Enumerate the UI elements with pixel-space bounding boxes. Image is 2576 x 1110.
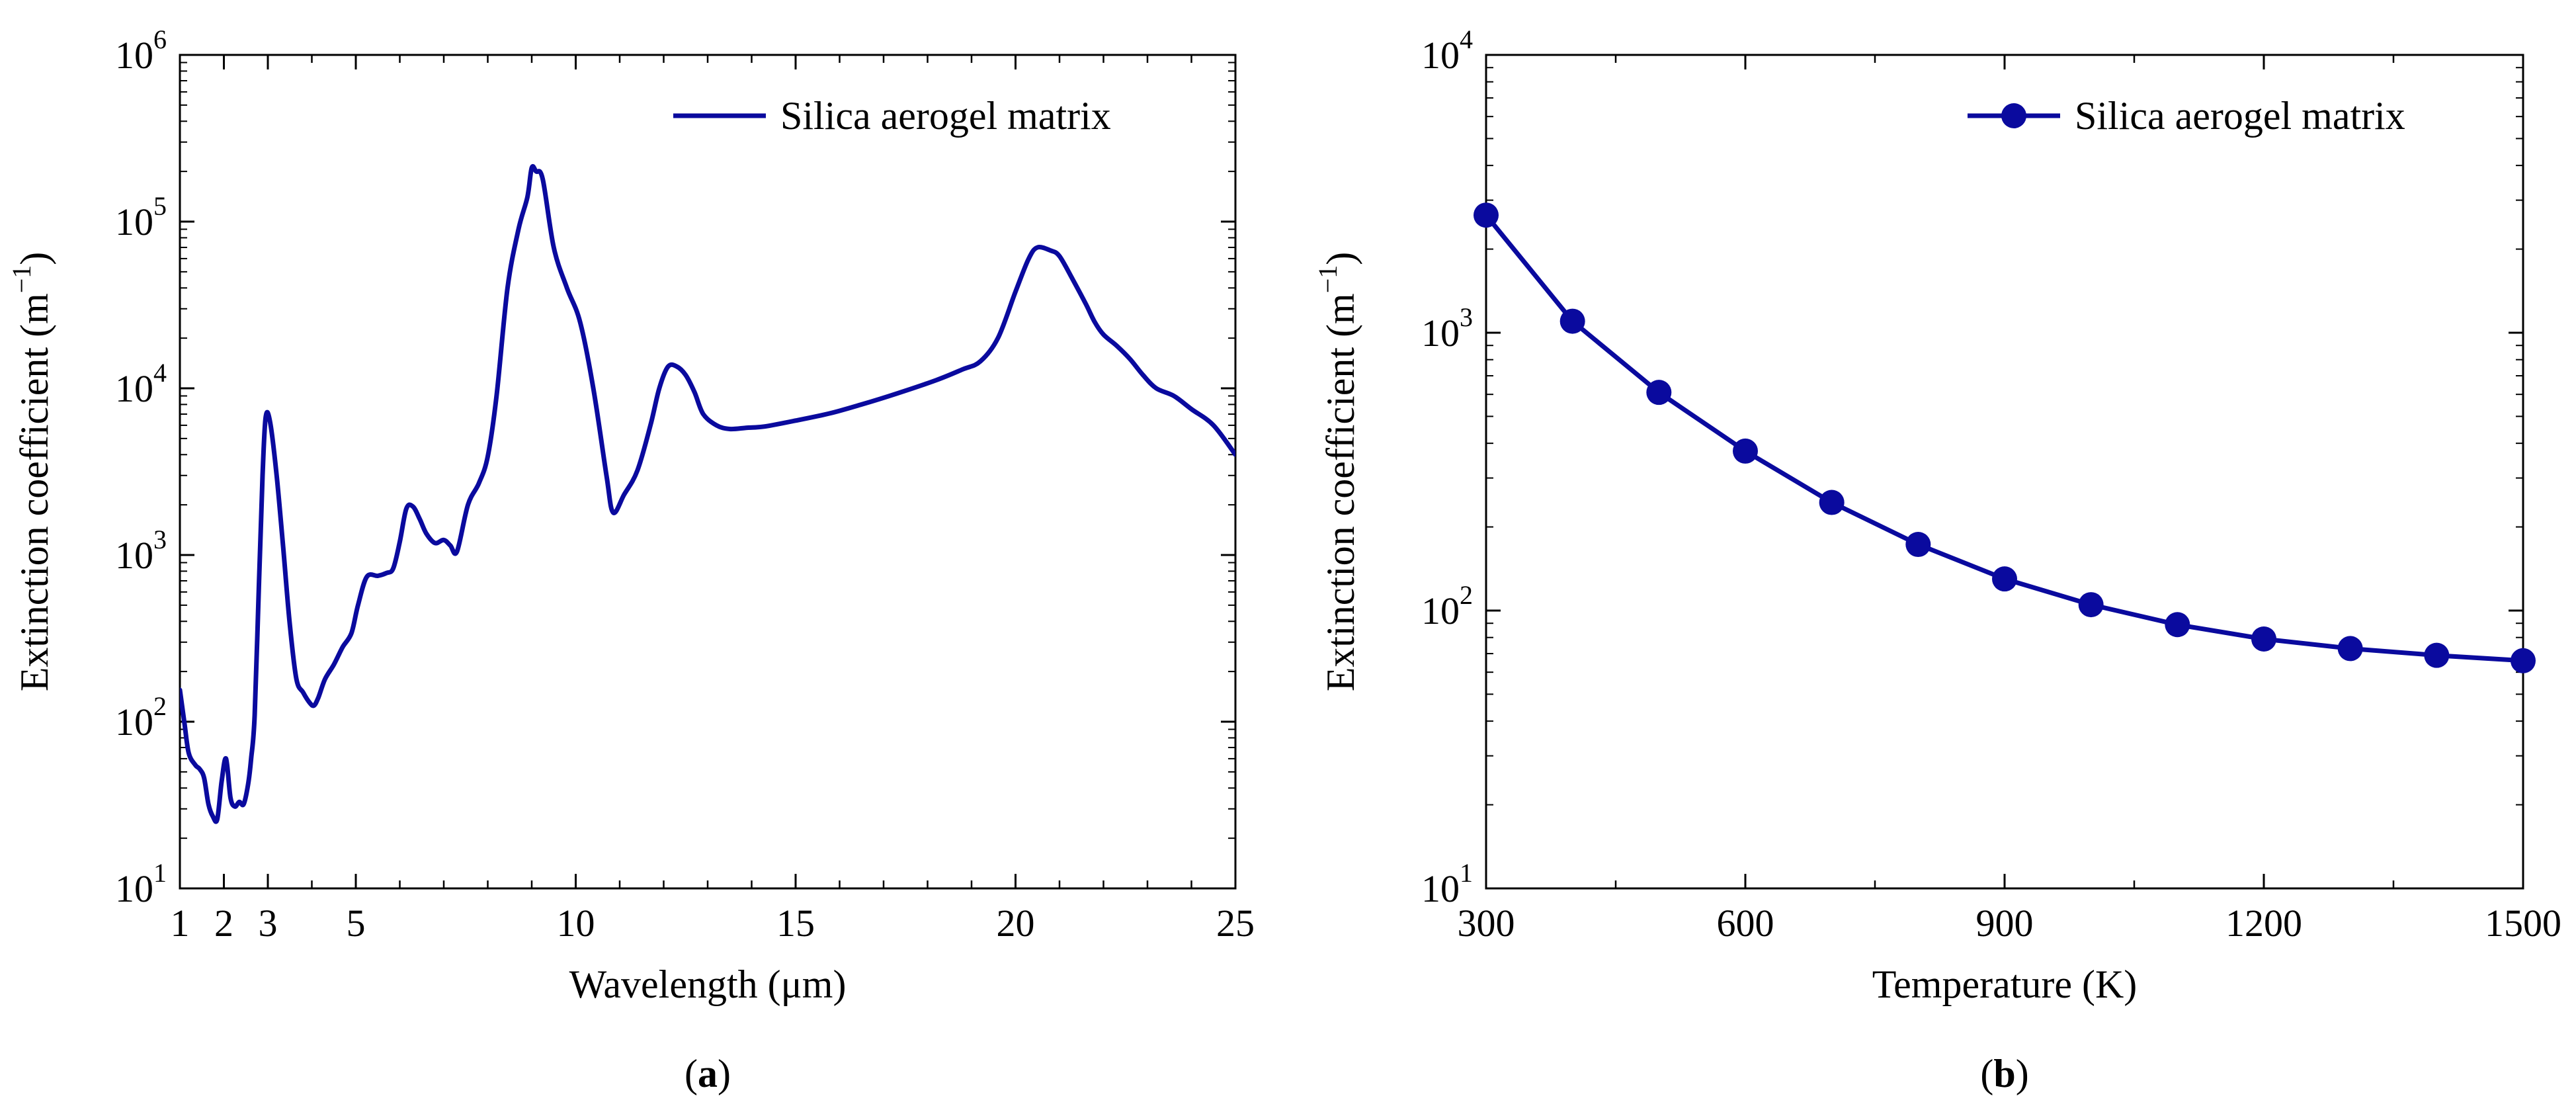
x-tick-label: 1 xyxy=(171,902,190,945)
x-tick-label: 20 xyxy=(997,902,1035,945)
plot-frame xyxy=(179,54,1237,890)
data-point-marker xyxy=(1819,490,1845,515)
y-tick-label: 104 xyxy=(1421,24,1473,77)
x-tick-label: 300 xyxy=(1458,902,1515,945)
y-tick-label: 102 xyxy=(1421,580,1473,632)
y-axis-title: Extinction coefficient (m−1) xyxy=(1313,252,1362,692)
y-tick-label: 105 xyxy=(115,191,167,243)
plot-frame xyxy=(1485,54,2524,890)
x-tick-label: 1200 xyxy=(2225,902,2302,945)
data-point-marker xyxy=(2251,626,2276,652)
panel-caption: (b) xyxy=(1980,1052,2028,1095)
x-axis-title: Wavelength (μm) xyxy=(569,962,847,1006)
x-tick-label: 3 xyxy=(259,902,278,945)
x-tick-label: 900 xyxy=(1976,902,2034,945)
x-tick-label: 600 xyxy=(1717,902,1774,945)
series-line xyxy=(180,163,1235,824)
legend-label: Silica aerogel matrix xyxy=(2075,94,2405,138)
data-point-marker xyxy=(2165,612,2190,638)
y-tick-label: 106 xyxy=(115,24,167,77)
data-point-marker xyxy=(1559,308,1585,334)
y-tick-label: 101 xyxy=(115,858,167,910)
data-point-marker xyxy=(1733,438,1758,464)
y-tick-label: 103 xyxy=(115,525,167,577)
data-point-marker xyxy=(2511,648,2536,673)
series-line xyxy=(1486,212,2523,663)
x-tick-label: 15 xyxy=(776,902,815,945)
y-tick-label: 103 xyxy=(1421,302,1473,355)
data-point-marker xyxy=(1992,566,2017,592)
x-axis-title: Temperature (K) xyxy=(1872,962,2138,1006)
panel-b-temperature-chart: 300 600 900 1200 1500 101 102 103 104 Temperature… xyxy=(1313,24,2561,1095)
x-tick-label: 10 xyxy=(557,902,595,945)
x-tick-label: 5 xyxy=(347,902,366,945)
y-tick-label: 101 xyxy=(1421,858,1473,910)
y-tick-label: 102 xyxy=(115,691,167,744)
y-axis-title: Extinction coefficient (m−1) xyxy=(7,252,56,692)
data-point-marker xyxy=(2078,592,2104,618)
data-point-marker xyxy=(1905,532,1931,558)
data-point-marker xyxy=(2424,642,2450,668)
panel-a-spectral-chart: 1 2 3 5 10 15 20 25 101 102 103 104 105 106 Wavelength… xyxy=(7,24,1255,1095)
panel-caption: (a) xyxy=(685,1052,731,1095)
data-point-marker xyxy=(1474,202,1499,228)
data-point-marker xyxy=(2337,636,2363,662)
data-point-marker xyxy=(1646,380,1672,406)
x-tick-label: 2 xyxy=(214,902,233,945)
legend-marker-swatch xyxy=(2001,103,2026,128)
y-tick-label: 104 xyxy=(115,358,167,410)
legend-label: Silica aerogel matrix xyxy=(780,94,1111,138)
x-tick-label: 1500 xyxy=(2485,902,2561,945)
x-tick-label: 25 xyxy=(1216,902,1255,945)
